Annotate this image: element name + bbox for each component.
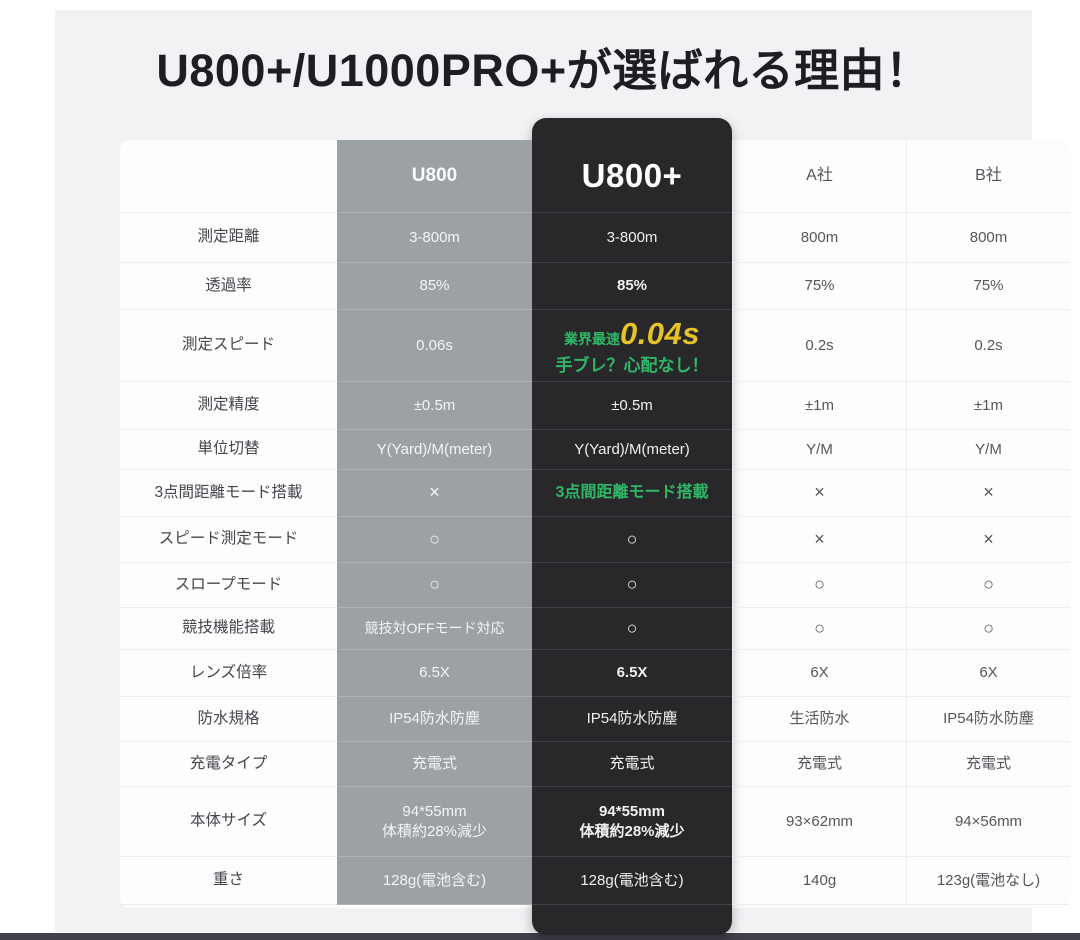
cell-company-b: Y/M (906, 430, 1070, 470)
page-title: U800+/U1000PRO+が選ばれる理由！ (156, 45, 931, 96)
cell-u800: 0.06s (337, 310, 532, 382)
header-u800plus: U800+ (532, 140, 732, 213)
cell-company-a: 93×62mm (732, 787, 906, 857)
cell-u800: 128g(電池含む) (337, 857, 532, 905)
size-line1: 94*55mm (402, 803, 467, 820)
row-label: 透過率 (120, 263, 337, 310)
bottom-divider-bar (0, 933, 1080, 940)
cell-company-a: ○ (732, 608, 906, 650)
speed-value-text: 0.04s (619, 315, 701, 351)
cell-company-a: ±1m (732, 382, 906, 430)
cell-u800: ±0.5m (337, 382, 532, 430)
row-label: 測定スピード (120, 310, 337, 382)
cell-u800: Y(Yard)/M(meter) (337, 430, 532, 470)
cell-company-a: × (732, 470, 906, 517)
cell-u800: 6.5X (337, 650, 532, 697)
row-label: 測定精度 (120, 382, 337, 430)
row-label: 防水規格 (120, 697, 337, 742)
promo-panel: U800+/U1000PRO+が選ばれる理由！ U800 U800+ A社 B社… (55, 10, 1070, 935)
cell-company-b: 94×56mm (906, 787, 1070, 857)
cell-u800: 競技対OFFモード対応 (337, 608, 532, 650)
cell-u800plus: Y(Yard)/M(meter) (532, 430, 732, 470)
cell-company-b: IP54防水防塵 (906, 697, 1070, 742)
header-u800: U800 (337, 140, 532, 213)
row-label: 測定距離 (120, 213, 337, 263)
row-label: スロープモード (120, 563, 337, 608)
row-label: 3点間距離モード搭載 (120, 470, 337, 517)
cell-u800plus: IP54防水防塵 (532, 697, 732, 742)
cell-u800plus-speed: 業界最速 0.04s 手ブレ？心配なし！ (532, 310, 732, 382)
row-label: 充電タイプ (120, 742, 337, 787)
cell-u800plus: 128g(電池含む) (532, 857, 732, 905)
size-line2: 体積約28%減少 (381, 822, 488, 840)
cell-u800plus: 6.5X (532, 650, 732, 697)
cell-company-a: ○ (732, 563, 906, 608)
cell-u800: 充電式 (337, 742, 532, 787)
cell-company-b: 123g(電池なし) (906, 857, 1070, 905)
row-label: 単位切替 (120, 430, 337, 470)
cell-company-a: Y/M (732, 430, 906, 470)
cell-u800: ○ (337, 517, 532, 563)
cell-u800-size: 94*55mm 体積約28%減少 (337, 787, 532, 857)
cell-u800plus: ○ (532, 563, 732, 608)
speed-highlight: 業界最速 0.04s (564, 314, 700, 354)
speed-note-text: 手ブレ？心配なし！ (555, 356, 709, 376)
cell-company-a: 0.2s (732, 310, 906, 382)
cell-company-b: 75% (906, 263, 1070, 310)
row-label: 競技機能搭載 (120, 608, 337, 650)
cell-u800plus: 充電式 (532, 742, 732, 787)
cell-u800plus: ±0.5m (532, 382, 732, 430)
row-label: 重さ (120, 857, 337, 905)
cell-company-a: 800m (732, 213, 906, 263)
size-line1: 94*55mm (599, 803, 665, 820)
cell-company-b: 充電式 (906, 742, 1070, 787)
cell-company-a: 生活防水 (732, 697, 906, 742)
cell-company-b: ○ (906, 608, 1070, 650)
cell-company-b: 6X (906, 650, 1070, 697)
cell-company-a: × (732, 517, 906, 563)
header-company-a: A社 (732, 140, 906, 213)
size-line2: 体積約28%減少 (579, 822, 685, 840)
cell-u800plus: 3-800m (532, 213, 732, 263)
cell-u800plus-feature: 3点間距離モード搭載 (532, 470, 732, 517)
cell-company-b: ±1m (906, 382, 1070, 430)
cell-u800: × (337, 470, 532, 517)
comparison-table: U800 U800+ A社 B社 測定距離 3-800m 3-800m 800m… (120, 140, 1070, 905)
header-company-b: B社 (906, 140, 1070, 213)
cell-u800: ○ (337, 563, 532, 608)
green-feature-text: 3点間距離モード搭載 (555, 483, 709, 501)
speed-prefix-text: 業界最速 (563, 330, 620, 347)
cell-u800plus: 85% (532, 263, 732, 310)
highlight-column-panel (532, 118, 732, 935)
cell-company-b: × (906, 470, 1070, 517)
cell-company-b: 800m (906, 213, 1070, 263)
cell-company-a: 6X (732, 650, 906, 697)
row-label: レンズ倍率 (120, 650, 337, 697)
cell-u800: 3-800m (337, 213, 532, 263)
cell-company-b: × (906, 517, 1070, 563)
row-label: スピード測定モード (120, 517, 337, 563)
cell-u800plus: ○ (532, 517, 732, 563)
cell-u800plus-size: 94*55mm 体積約28%減少 (532, 787, 732, 857)
cell-u800: 85% (337, 263, 532, 310)
cell-company-a: 充電式 (732, 742, 906, 787)
cell-u800plus: ○ (532, 608, 732, 650)
cell-company-a: 140g (732, 857, 906, 905)
row-label: 本体サイズ (120, 787, 337, 857)
cell-u800: IP54防水防塵 (337, 697, 532, 742)
cell-company-b: ○ (906, 563, 1070, 608)
cell-company-b: 0.2s (906, 310, 1070, 382)
cell-company-a: 75% (732, 263, 906, 310)
header-empty (120, 140, 337, 213)
